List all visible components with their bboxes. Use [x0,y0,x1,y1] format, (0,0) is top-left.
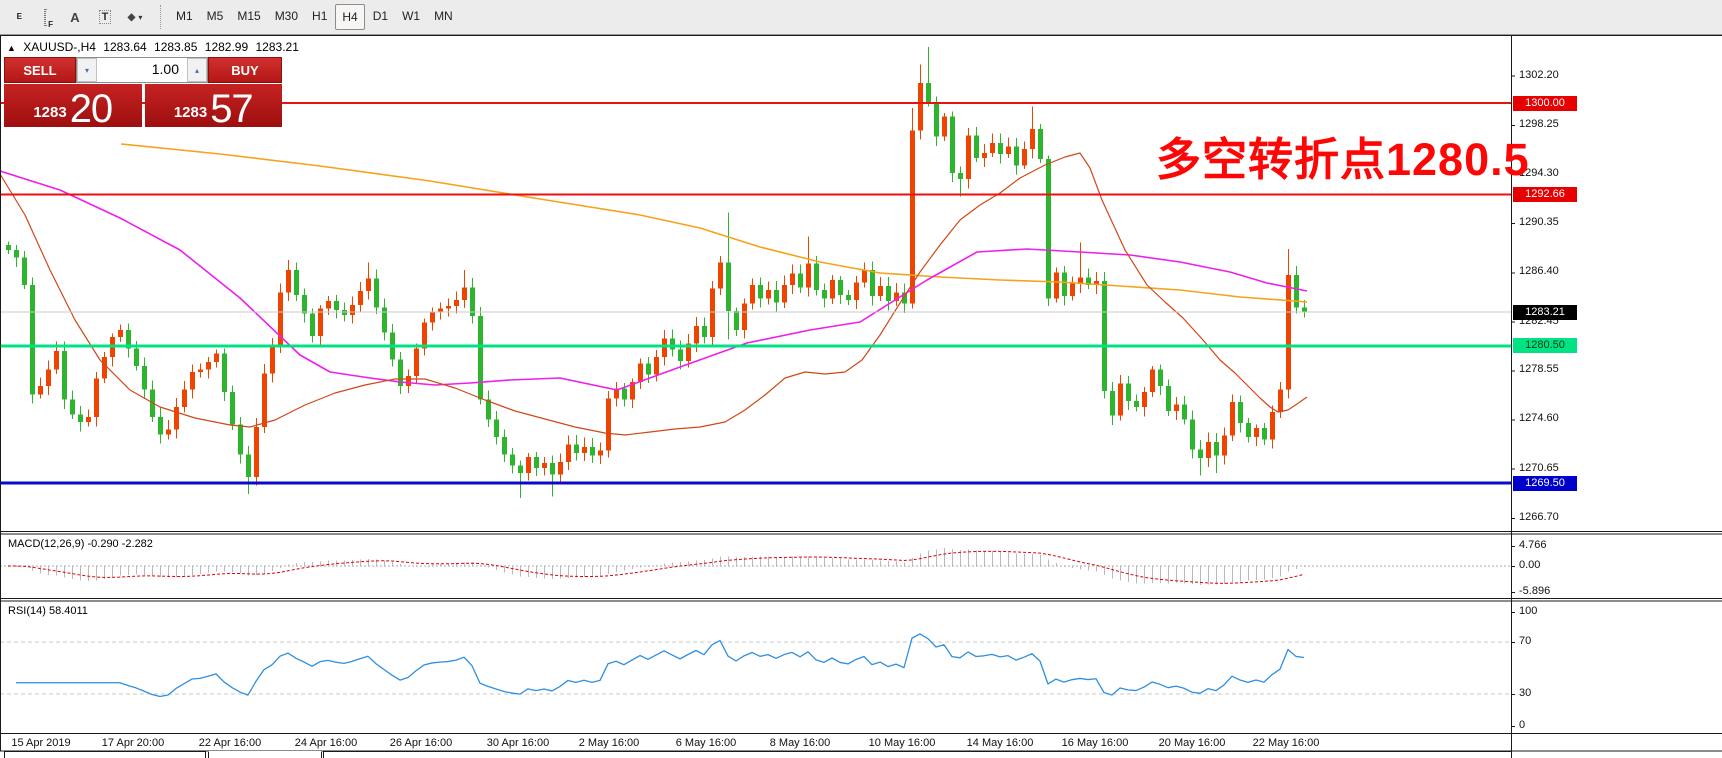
price-badge-1269.50: 1269.50 [1513,475,1577,491]
timeframe-button-m15[interactable]: M15 [237,9,261,23]
time-axis-label: 30 Apr 16:00 [486,737,550,749]
chart-window-tab[interactable] [323,751,1512,758]
time-axis-label: 16 May 16:00 [1061,737,1129,749]
chart-window-tab[interactable] [4,751,206,758]
price-axis-tick: 1266.70 [1519,510,1559,523]
ohlc-close: 1283.21 [255,40,299,54]
symbol-ohlc-header: ▲ XAUUSD-,H4 1283.64 1283.85 1282.99 128… [7,40,303,54]
price-axis-tick: 1294.30 [1519,167,1559,180]
chevron-down-icon: ▾ [138,12,143,22]
buy-price-pips: 57 [210,87,253,131]
grid-icon[interactable]: F [32,4,58,30]
time-axis-label: 15 Apr 2019 [11,737,71,749]
sell-price-stem: 1283 [33,104,67,121]
price-badge-1292.66: 1292.66 [1513,186,1577,202]
chart-window-tab[interactable] [208,751,322,758]
collapse-icon[interactable]: ▲ [7,43,16,53]
sell-price-box[interactable]: 1283 20 [4,84,142,131]
timeframe-button-h4[interactable]: H4 [335,4,365,30]
text-box-icon[interactable]: T [92,4,118,30]
price-axis-tick: 1298.25 [1519,117,1559,130]
price-axis-tick: 1278.55 [1519,363,1559,376]
price-badge-1280.50: 1280.50 [1513,338,1577,354]
timeframe-button-w1[interactable]: W1 [402,9,421,23]
chart-annotation-text: 多空转折点1280.5 [1156,134,1530,185]
sell-price-pips: 20 [69,87,113,131]
drawing-tools-icon[interactable]: ◆ ▾ [127,11,143,23]
ohlc-open: 1283.64 [103,40,147,54]
ohlc-low: 1282.99 [204,40,249,54]
text-label-icon[interactable]: A [70,9,80,25]
price-axis-tick: 1290.35 [1519,216,1559,229]
rsi-indicator-label: RSI(14) 58.4011 [8,605,88,617]
macd-axis-tick: 4.766 [1519,539,1547,551]
price-axis-tick: 1274.60 [1519,412,1559,425]
time-axis-label: 26 Apr 16:00 [389,737,453,749]
price-axis-tick: 1286.40 [1519,265,1559,278]
one-click-trade-panel: SELL ▾ 1.00 ▴ BUY 1283 20 1283 57 [4,57,282,131]
chart-canvas[interactable] [0,35,1722,758]
volume-decrease-button[interactable]: ▾ [77,58,97,82]
toolbar: E F A T ◆ ▾ M1 M5 M15 M30 H1 H4 D1 W1 MN [0,0,1722,35]
time-axis-label: 6 May 16:00 [675,737,737,749]
time-axis-label: 22 May 16:00 [1252,737,1320,749]
sell-button[interactable]: SELL [4,57,76,83]
timeframe-button-h1[interactable]: H1 [312,9,328,23]
macd-indicator-label: MACD(12,26,9) -0.290 -2.282 [8,538,153,550]
timeframe-button-m30[interactable]: M30 [274,9,299,23]
volume-increase-button[interactable]: ▴ [187,58,207,82]
rsi-axis-tick: 100 [1519,605,1538,617]
time-axis-label: 8 May 16:00 [769,737,831,749]
ma-magenta [0,170,1308,391]
toolbar-separator [160,5,162,29]
ma-red [0,152,1308,436]
time-axis-label: 24 Apr 16:00 [294,737,358,749]
time-axis-label: 22 Apr 16:00 [198,737,262,749]
timeframe-button-m5[interactable]: M5 [206,9,224,23]
rsi-axis-tick: 70 [1519,635,1532,647]
macd-axis-tick: -5.896 [1519,585,1551,597]
volume-stepper: ▾ 1.00 ▴ [76,57,208,83]
rsi-axis-tick: 0 [1519,719,1526,731]
time-axis-label: 14 May 16:00 [966,737,1034,749]
macd-axis-tick: 0.00 [1519,559,1541,571]
price-axis-tick: 1270.65 [1519,461,1559,474]
ohlc-high: 1283.85 [154,40,198,54]
indicators-icon[interactable]: E [16,12,22,21]
price-badge-1300.00: 1300.00 [1513,95,1577,111]
price-badge-1283.21: 1283.21 [1513,304,1577,320]
buy-button[interactable]: BUY [208,57,282,83]
time-axis-label: 20 May 16:00 [1158,737,1226,749]
price-axis-tick: 1302.20 [1519,68,1559,81]
time-axis-label: 2 May 16:00 [578,737,640,749]
timeframe-button-mn[interactable]: MN [434,9,453,23]
buy-price-box[interactable]: 1283 57 [144,84,282,131]
timeframe-button-m1[interactable]: M1 [176,9,193,23]
time-axis-label: 10 May 16:00 [868,737,936,749]
symbol-title: XAUUSD-,H4 [23,40,96,54]
ma-orange [120,143,1308,303]
timeframe-button-d1[interactable]: D1 [372,9,389,23]
time-axis-label: 17 Apr 20:00 [101,737,165,749]
volume-input[interactable]: 1.00 [151,61,179,77]
buy-price-stem: 1283 [173,104,208,121]
chart-area: ▲ XAUUSD-,H4 1283.64 1283.85 1282.99 128… [0,35,1722,758]
rsi-axis-tick: 30 [1519,687,1532,699]
timeframe-buttons: M1 M5 M15 M30 H1 H4 D1 W1 MN [169,4,460,30]
